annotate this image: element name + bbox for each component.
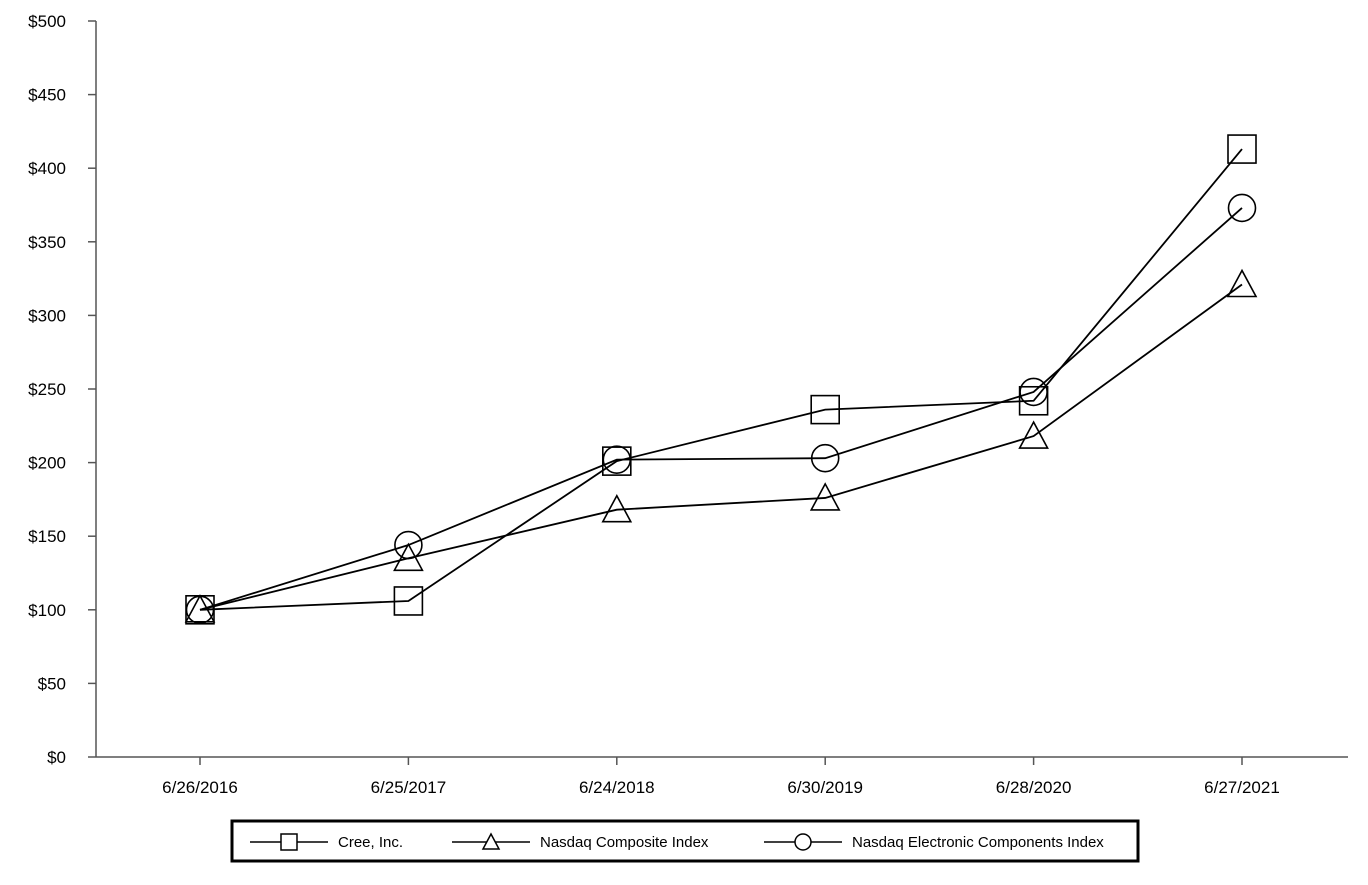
square-marker [1227, 134, 1257, 164]
x-tick-label: 6/24/2018 [579, 778, 655, 797]
legend: Cree, Inc. Nasdaq Composite Index Nasdaq… [230, 819, 1140, 863]
y-tick-label: $0 [47, 748, 66, 767]
y-tick-label: $50 [38, 674, 66, 693]
axes [95, 21, 1348, 758]
legend-triangle-icon [481, 832, 501, 850]
circle-marker [1227, 193, 1257, 223]
x-tick-label: 6/30/2019 [787, 778, 863, 797]
series-line-0 [199, 148, 1243, 611]
triangle-marker [1018, 420, 1049, 449]
series-lines [199, 148, 1243, 611]
y-tick-label: $300 [28, 306, 66, 325]
y-axis-ticks: $0 $50 $100 $150 $200 $250 $300 $350 $400 $450 $50… [28, 12, 96, 767]
x-tick-label: 6/25/2017 [371, 778, 447, 797]
x-tick-label: 6/27/2021 [1204, 778, 1280, 797]
circle-marker [602, 445, 632, 474]
series-line-2 [199, 207, 1243, 611]
triangle-marker [809, 482, 841, 511]
triangle-marker [601, 494, 633, 523]
y-tick-label: $100 [28, 601, 66, 620]
circle-marker [1019, 377, 1048, 407]
series-line-1 [199, 283, 1243, 611]
legend-circle-icon [794, 833, 812, 851]
series-markers [184, 134, 1258, 625]
x-axis-ticks: 6/26/2016 6/25/2017 6/24/2018 6/30/2019 6/28… [162, 757, 1280, 797]
legend-label-nasdaq-electronic: Nasdaq Electronic Components Index [852, 834, 1104, 851]
y-tick-label: $450 [28, 86, 66, 105]
triangle-marker [1226, 268, 1258, 298]
circle-marker [810, 443, 840, 473]
legend-label-cree: Cree, Inc. [338, 834, 403, 851]
square-marker [393, 586, 424, 616]
y-tick-label: $400 [28, 159, 66, 178]
y-tick-label: $350 [28, 233, 66, 252]
circle-marker [185, 595, 215, 625]
square-marker [1018, 385, 1049, 416]
x-tick-label: 6/26/2016 [162, 778, 238, 797]
legend-label-nasdaq-composite: Nasdaq Composite Index [540, 834, 709, 851]
x-tick-label: 6/28/2020 [996, 778, 1072, 797]
y-tick-label: $200 [28, 454, 66, 473]
square-marker [810, 394, 841, 425]
y-tick-label: $500 [28, 12, 66, 31]
legend-box [230, 819, 1140, 863]
triangle-marker [184, 594, 216, 623]
y-tick-label: $150 [28, 527, 66, 546]
circle-marker [394, 530, 423, 560]
legend-square-icon [280, 833, 298, 851]
y-tick-label: $250 [28, 380, 66, 399]
